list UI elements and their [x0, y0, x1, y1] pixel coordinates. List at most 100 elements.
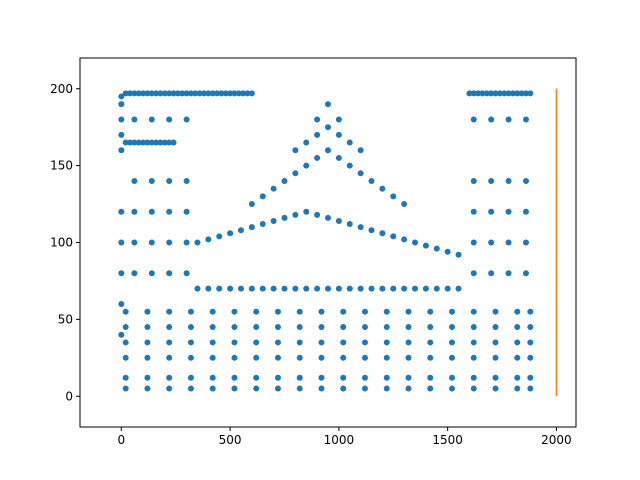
data-point — [518, 90, 525, 97]
data-point — [383, 324, 390, 331]
data-point — [296, 385, 303, 392]
data-point — [231, 374, 238, 381]
data-point — [253, 354, 260, 361]
data-point — [514, 339, 521, 346]
data-point — [161, 90, 168, 97]
data-point — [148, 90, 155, 97]
data-point — [144, 308, 151, 315]
data-point — [488, 178, 495, 184]
data-point — [131, 270, 138, 277]
data-point — [505, 90, 512, 97]
data-point — [357, 285, 364, 292]
data-point — [405, 385, 412, 392]
data-point — [144, 139, 151, 146]
data-point — [475, 90, 482, 97]
data-point — [194, 285, 201, 292]
data-point — [144, 90, 151, 97]
data-point — [166, 139, 173, 146]
data-point — [522, 116, 529, 123]
data-point — [527, 374, 534, 381]
data-point — [122, 385, 129, 392]
data-point — [433, 285, 440, 292]
data-point — [379, 285, 386, 292]
data-point — [214, 90, 221, 97]
data-point — [522, 90, 529, 97]
data-point — [335, 154, 342, 161]
data-point — [216, 233, 223, 240]
data-point — [505, 239, 512, 246]
data-point — [379, 230, 386, 237]
data-point — [118, 239, 125, 246]
data-point — [340, 374, 347, 381]
data-point — [209, 354, 216, 361]
data-point — [296, 339, 303, 346]
data-point — [340, 385, 347, 392]
data-point — [231, 339, 238, 346]
data-point — [131, 208, 138, 215]
data-point — [368, 227, 375, 234]
data-point — [187, 90, 194, 97]
data-point — [368, 285, 375, 292]
data-point — [405, 308, 412, 315]
data-point — [166, 90, 173, 97]
y-axis: 0 50 100 150 200 — [50, 82, 80, 403]
data-point — [470, 308, 477, 315]
data-point — [118, 101, 125, 108]
data-point — [522, 270, 529, 277]
data-point — [325, 101, 331, 108]
data-point — [405, 339, 412, 346]
data-point — [449, 385, 455, 392]
data-point — [514, 354, 521, 361]
data-point — [444, 285, 451, 292]
data-point — [122, 339, 129, 346]
data-point — [401, 236, 408, 243]
data-point — [433, 245, 440, 252]
data-point — [318, 308, 325, 315]
data-point — [166, 354, 173, 361]
data-point — [270, 185, 277, 192]
data-point — [237, 227, 244, 234]
x-tick-label: 500 — [219, 433, 242, 447]
data-point — [148, 208, 155, 215]
data-point — [183, 208, 190, 215]
data-point — [466, 90, 473, 97]
data-point — [361, 354, 368, 361]
data-point — [244, 90, 251, 97]
data-point — [131, 178, 138, 184]
data-point — [253, 324, 260, 331]
data-point — [248, 90, 255, 97]
data-point — [340, 354, 347, 361]
data-point — [192, 90, 199, 97]
data-point — [209, 374, 216, 381]
data-point — [501, 90, 508, 97]
x-tick-label: 1000 — [324, 433, 355, 447]
data-point — [492, 308, 499, 315]
data-point — [187, 324, 194, 331]
data-point — [231, 324, 238, 331]
data-point — [281, 214, 288, 221]
data-point — [187, 374, 194, 381]
data-point — [449, 374, 455, 381]
data-point — [505, 270, 512, 277]
data-point — [379, 185, 386, 192]
data-point — [166, 374, 173, 381]
data-point — [318, 385, 325, 392]
data-point — [314, 211, 321, 218]
data-point — [357, 147, 364, 154]
data-point — [209, 90, 216, 97]
data-point — [488, 208, 495, 215]
data-point — [314, 154, 321, 161]
data-point — [292, 285, 299, 292]
data-point — [357, 224, 364, 231]
data-point — [253, 308, 260, 315]
data-point — [335, 116, 342, 123]
data-point — [135, 90, 142, 97]
data-point — [514, 324, 521, 331]
data-point — [422, 285, 429, 292]
data-point — [405, 354, 412, 361]
data-point — [179, 90, 186, 97]
data-point — [140, 90, 147, 97]
data-point — [361, 339, 368, 346]
data-point — [122, 308, 129, 315]
